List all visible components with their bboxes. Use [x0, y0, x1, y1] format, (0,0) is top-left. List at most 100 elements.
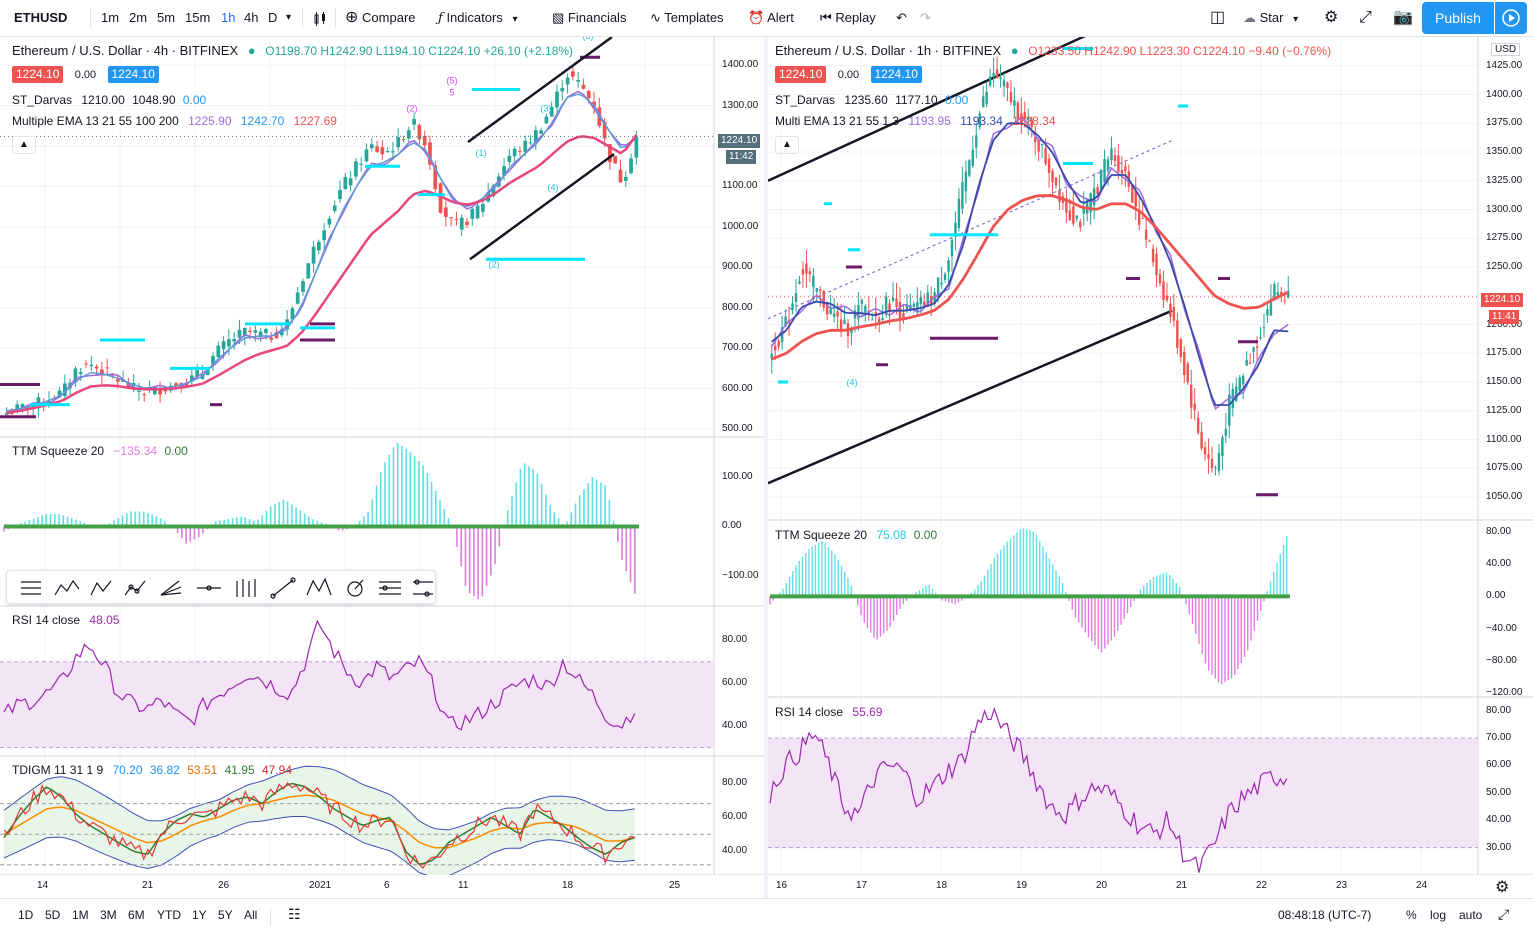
range-1M[interactable]: 1M: [72, 908, 89, 922]
fullscreen-icon[interactable]: ⤢: [1498, 906, 1510, 922]
chart-splitter[interactable]: [764, 37, 768, 898]
candle: [784, 316, 787, 327]
price-axis-label: 1350.00: [1486, 146, 1523, 157]
wave-label: (4): [847, 377, 858, 387]
right-rsi-legend[interactable]: RSI 14 close 55.69: [775, 705, 882, 719]
percent-toggle[interactable]: %: [1406, 908, 1417, 922]
gear-icon[interactable]: ⚙: [1495, 879, 1510, 896]
indicator-name: TDIGM 11 31 1 9: [12, 763, 104, 777]
star-button[interactable]: ☁ Star ▾: [1243, 0, 1298, 36]
range-6M[interactable]: 6M: [128, 908, 145, 922]
undo-icon[interactable]: ↶: [896, 10, 907, 25]
buy-price-button[interactable]: 1224.10: [107, 66, 159, 83]
fib-fan-icon[interactable]: [160, 580, 182, 596]
compare-button[interactable]: ⊕ Compare: [345, 0, 416, 36]
time-axis-label: 14: [37, 880, 49, 891]
candle: [902, 312, 905, 320]
time-axis-label: 24: [1416, 880, 1428, 891]
right-ema-legend[interactable]: Multi EMA 13 21 55 1 3 1193.95 1193.34 1…: [775, 114, 1056, 128]
left-ema-legend[interactable]: Multiple EMA 13 21 55 100 200 1225.90 12…: [12, 114, 337, 128]
fullscreen-icon[interactable]: ⤢: [1359, 9, 1372, 26]
play-icon[interactable]: [1495, 2, 1527, 34]
range-1Y[interactable]: 1Y: [192, 908, 207, 922]
chevron-down-icon[interactable]: ▾: [286, 12, 292, 23]
date-range-icon[interactable]: [413, 579, 433, 597]
left-chart-canvas[interactable]: (3) (5) 5 (2) (1) (3) (4) (2): [0, 37, 764, 875]
status-dot-icon: ●: [247, 43, 256, 58]
gear-icon[interactable]: ⚙: [1324, 9, 1339, 26]
replay-button[interactable]: ⏮ Replay: [820, 0, 876, 36]
range-1D[interactable]: 1D: [18, 908, 34, 922]
redo-icon[interactable]: ↷: [920, 10, 931, 25]
right-legend-title: Ethereum / U.S. Dollar · 1h · BITFINEX ●…: [775, 43, 1331, 58]
projection-icon[interactable]: [379, 581, 401, 595]
interval-2m[interactable]: 2m: [129, 10, 148, 25]
clock[interactable]: 08:48:18 (UTC-7): [1278, 908, 1372, 922]
trendline-icon[interactable]: [270, 577, 296, 599]
publish-button[interactable]: Publish: [1422, 2, 1494, 34]
price-axis-label: 1400.00: [722, 59, 759, 71]
candle: [1137, 212, 1141, 225]
parallel-channel-icon[interactable]: [236, 579, 256, 597]
candle: [89, 364, 94, 367]
horizontal-lines-icon[interactable]: [21, 581, 41, 595]
range-5Y[interactable]: 5Y: [218, 908, 233, 922]
left-tdi-legend[interactable]: TDIGM 11 31 1 9 70.20 36.82 53.51 41.95 …: [12, 763, 292, 777]
right-chart[interactable]: (4): [768, 37, 1533, 875]
left-ttm-legend[interactable]: TTM Squeeze 20 −135.34 0.00: [12, 444, 188, 458]
right-symbol-title[interactable]: Ethereum / U.S. Dollar · 1h · BITFINEX: [775, 43, 1002, 58]
wave-label: (2): [489, 259, 500, 269]
left-chart[interactable]: (3) (5) 5 (2) (1) (3) (4) (2): [0, 37, 764, 875]
channel-upper-line: [768, 37, 1086, 182]
right-ttm-legend[interactable]: TTM Squeeze 20 75.08 0.00: [775, 528, 937, 542]
candle: [1200, 431, 1203, 449]
range-YTD[interactable]: YTD: [157, 908, 181, 922]
currency-label[interactable]: USD: [1491, 43, 1521, 56]
price-axis-label: 0.00: [722, 520, 742, 532]
range-3M[interactable]: 3M: [100, 908, 117, 922]
sell-price-button[interactable]: 1224.10: [775, 66, 827, 83]
layout-icon[interactable]: ◫: [1210, 9, 1226, 26]
candles-icon[interactable]: [312, 0, 328, 36]
interval-4h[interactable]: 4h: [244, 10, 259, 25]
left-symbol-title[interactable]: Ethereum / U.S. Dollar · 4h · BITFINEX: [12, 43, 239, 58]
elliott-wave-icon[interactable]: [54, 579, 80, 596]
interval-15m[interactable]: 15m: [185, 10, 211, 25]
templates-button[interactable]: ∿ Templates: [650, 0, 724, 36]
path-icon[interactable]: [124, 580, 146, 596]
templates-icon: ∿: [650, 10, 661, 25]
indicators-button[interactable]: ƒ Indicators ▾: [438, 0, 517, 36]
gann-icon[interactable]: [347, 579, 364, 597]
alert-button[interactable]: ⏰ Alert: [748, 0, 794, 36]
financials-button[interactable]: ▧ Financials: [552, 0, 626, 36]
candle: [964, 171, 968, 192]
interval-5m[interactable]: 5m: [157, 10, 176, 25]
candle: [1276, 292, 1280, 296]
candle: [507, 155, 512, 163]
collapse-legend-icon[interactable]: ▲: [12, 136, 36, 154]
right-chart-canvas[interactable]: (4): [768, 37, 1533, 875]
range-All[interactable]: All: [244, 908, 258, 922]
collapse-legend-icon[interactable]: ▲: [775, 136, 799, 154]
left-darvas-legend[interactable]: ST_Darvas 1210.00 1048.90 0.00: [12, 93, 206, 107]
sell-price-button[interactable]: 1224.10: [12, 66, 64, 83]
candle: [1196, 417, 1200, 433]
auto-toggle[interactable]: auto: [1459, 908, 1483, 922]
range-5D[interactable]: 5D: [45, 908, 61, 922]
candle: [523, 140, 528, 152]
interval-D[interactable]: D: [268, 10, 278, 25]
interval-1m[interactable]: 1m: [101, 10, 120, 25]
left-rsi-legend[interactable]: RSI 14 close 48.05: [12, 613, 119, 627]
log-toggle[interactable]: log: [1430, 908, 1447, 922]
camera-icon[interactable]: 📷: [1393, 9, 1413, 26]
interval-1h[interactable]: 1h: [221, 10, 236, 25]
pattern-icon[interactable]: [306, 577, 332, 596]
symbol-search[interactable]: ETHUSD: [14, 10, 68, 25]
horizontal-ray-icon[interactable]: [197, 585, 221, 591]
right-darvas-legend[interactable]: ST_Darvas 1235.60 1177.10 0.00: [775, 93, 968, 107]
abcd-pattern-icon[interactable]: [90, 580, 112, 596]
candle: [100, 369, 104, 376]
buy-price-button[interactable]: 1224.10: [870, 66, 922, 83]
goto-date-icon[interactable]: ☷: [288, 906, 301, 922]
candle: [988, 76, 992, 86]
